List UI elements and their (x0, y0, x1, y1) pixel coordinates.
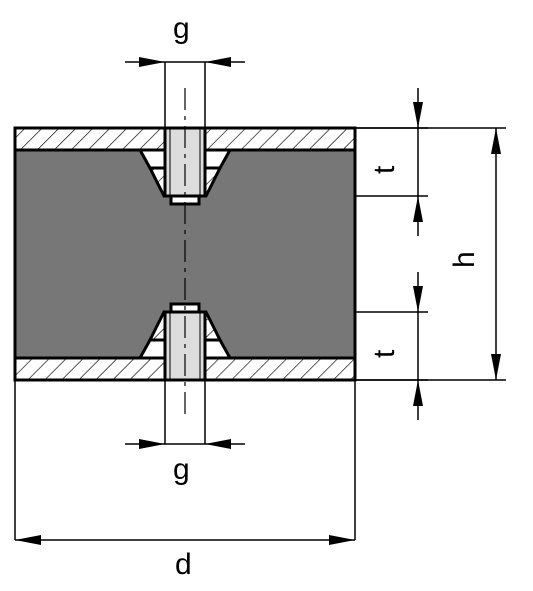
dim-label-g: g (173, 12, 190, 45)
dim-label-t: t (368, 165, 401, 174)
dim-label-g: g (173, 453, 190, 486)
dim-label-h: h (448, 251, 481, 268)
dim-label-t: t (368, 349, 401, 358)
technical-drawing: g g d t t h (0, 0, 533, 591)
dim-label-d: d (175, 548, 192, 581)
